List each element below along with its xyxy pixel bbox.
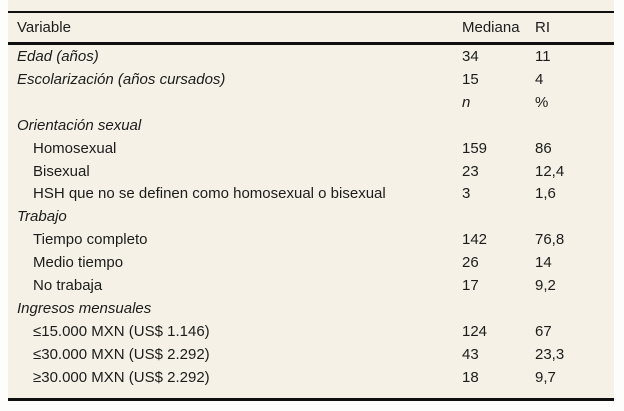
row-label: No trabaja: [33, 277, 103, 295]
row-mediana: 3: [462, 185, 471, 203]
table-row-n-percent: n %: [8, 91, 614, 114]
row-ri: 4: [535, 70, 544, 88]
row-ri: 67: [535, 323, 552, 341]
table-row-homosexual: Homosexual 159 86: [8, 137, 614, 160]
row-mediana: n: [462, 93, 471, 111]
table-row-ingresos-15000: ≤15.000 MXN (US$ 1.146) 124 67: [8, 320, 614, 343]
table-row-edad: Edad (años) 34 11: [8, 45, 614, 68]
table-row-no-trabaja: No trabaja 17 9,2: [8, 274, 614, 297]
table-section-trabajo: Trabajo: [8, 205, 614, 228]
table-top-rule: [8, 11, 614, 13]
row-mediana: 159: [462, 139, 488, 157]
row-mediana: 142: [462, 231, 488, 249]
row-mediana: 34: [462, 47, 479, 65]
row-label: Bisexual: [33, 162, 90, 180]
row-ri: 76,8: [535, 231, 565, 249]
table-bottom-rule: [8, 398, 614, 401]
row-label: Tiempo completo: [33, 231, 148, 249]
table-row-ingresos-30000-mayor: ≥30.000 MXN (US$ 2.292) 18 9,7: [8, 366, 614, 389]
row-ri: 86: [535, 139, 552, 157]
row-label: Homosexual: [33, 139, 117, 157]
row-mediana: 124: [462, 323, 488, 341]
row-label: HSH que no se definen como homosexual o …: [33, 185, 386, 203]
row-label: ≤15.000 MXN (US$ 1.146): [33, 323, 210, 341]
header-variable: Variable: [17, 19, 71, 36]
row-ri: 14: [535, 254, 552, 272]
row-mediana: 15: [462, 70, 479, 88]
sociodemographic-table: Variable Mediana RI Edad (años) 34 11 Es…: [8, 0, 614, 401]
row-mediana: 17: [462, 277, 479, 295]
row-ri: 11: [535, 47, 551, 65]
table-body: Edad (años) 34 11 Escolarización (años c…: [8, 45, 614, 389]
row-mediana: 18: [462, 368, 479, 386]
table-row-bisexual: Bisexual 23 12,4: [8, 160, 614, 183]
table-header-row: Variable Mediana RI: [8, 13, 614, 42]
row-ri: 1,6: [535, 185, 556, 203]
row-label: Escolarización (años cursados): [17, 70, 226, 88]
table-section-orientacion-sexual: Orientación sexual: [8, 114, 614, 137]
table-section-ingresos-mensuales: Ingresos mensuales: [8, 297, 614, 320]
header-mediana: Mediana: [462, 19, 520, 36]
row-label: ≥30.000 MXN (US$ 2.292): [33, 368, 210, 386]
row-ri: 23,3: [535, 345, 565, 363]
section-label: Trabajo: [17, 208, 67, 226]
row-ri: %: [535, 93, 549, 111]
row-label: Medio tiempo: [33, 254, 124, 272]
table-row-medio-tiempo: Medio tiempo 26 14: [8, 251, 614, 274]
row-mediana: 26: [462, 254, 479, 272]
row-ri: 9,7: [535, 368, 556, 386]
row-label: ≤30.000 MXN (US$ 2.292): [33, 345, 210, 363]
row-mediana: 23: [462, 162, 479, 180]
row-mediana: 43: [462, 345, 479, 363]
table-header-rule: [8, 42, 614, 45]
table-row-tiempo-completo: Tiempo completo 142 76,8: [8, 228, 614, 251]
row-label: Edad (años): [17, 47, 99, 65]
section-label: Ingresos mensuales: [17, 300, 152, 318]
section-label: Orientación sexual: [17, 116, 142, 134]
table-row-ingresos-30000-menor: ≤30.000 MXN (US$ 2.292) 43 23,3: [8, 343, 614, 366]
row-ri: 9,2: [535, 277, 556, 295]
header-ri: RI: [535, 19, 550, 36]
row-ri: 12,4: [535, 162, 565, 180]
table-row-escolarizacion: Escolarización (años cursados) 15 4: [8, 68, 614, 91]
table-row-hsh: HSH que no se definen como homosexual o …: [8, 183, 614, 206]
